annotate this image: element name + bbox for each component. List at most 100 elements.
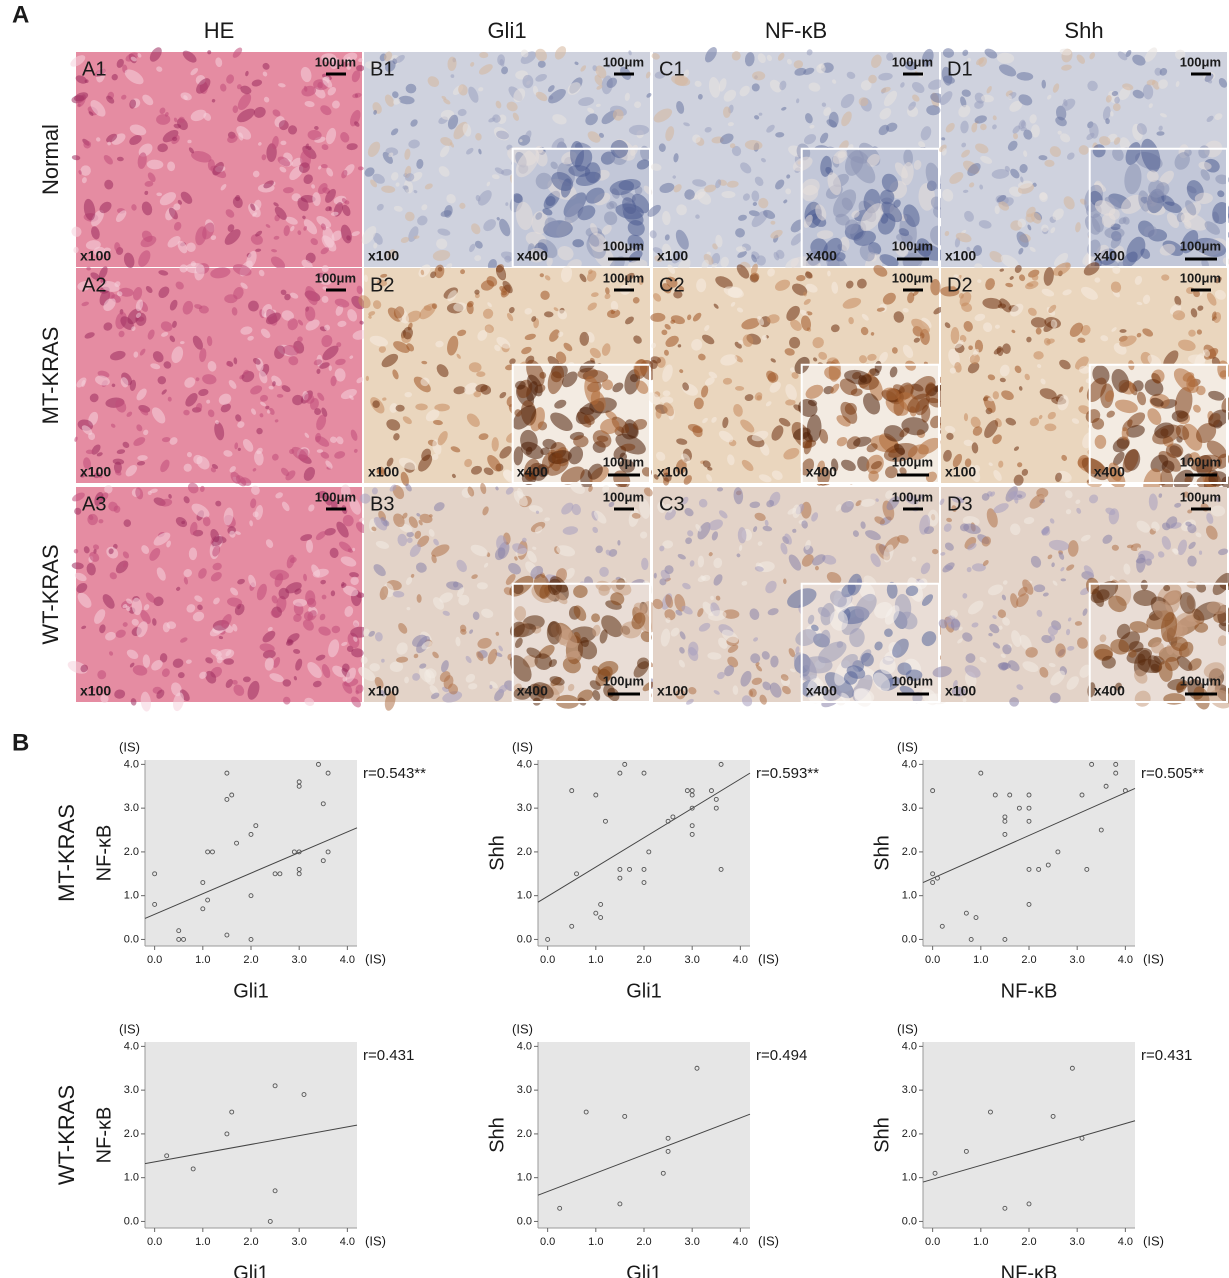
tissue-texture bbox=[421, 204, 428, 211]
tissue-texture bbox=[612, 240, 626, 251]
tissue-texture bbox=[673, 184, 682, 193]
tissue-texture bbox=[920, 126, 932, 141]
tissue-texture bbox=[1114, 96, 1120, 104]
tissue-texture bbox=[265, 224, 271, 228]
tissue-texture bbox=[226, 74, 235, 84]
tissue-texture bbox=[388, 152, 394, 158]
tissue-texture bbox=[575, 149, 593, 172]
tissue-texture bbox=[564, 203, 584, 224]
tissue-texture bbox=[1118, 217, 1127, 225]
magnification: x100 bbox=[368, 464, 399, 480]
row-label: WT-KRAS bbox=[38, 544, 63, 644]
tissue-texture bbox=[918, 141, 926, 148]
inset-scale-label: 100μm bbox=[892, 238, 933, 253]
tissue-texture bbox=[196, 78, 211, 94]
x-axis-label: Gli1 bbox=[233, 1262, 269, 1278]
tissue-texture bbox=[673, 153, 679, 163]
tissue-texture bbox=[391, 172, 399, 181]
tissue-texture bbox=[992, 124, 997, 130]
tissue-texture bbox=[980, 155, 993, 164]
tissue-texture bbox=[304, 432, 310, 438]
tissue-texture bbox=[941, 137, 946, 141]
correlation: r=0.431 bbox=[1141, 1047, 1192, 1064]
tissue-texture bbox=[606, 77, 618, 88]
tissue-texture bbox=[636, 159, 650, 170]
inset-border bbox=[511, 147, 651, 268]
tissue-texture bbox=[357, 166, 364, 171]
y-tick-label: 4.0 bbox=[902, 1040, 917, 1052]
tissue-texture bbox=[75, 75, 87, 84]
tissue-texture bbox=[370, 179, 378, 188]
tissue-texture bbox=[960, 120, 969, 134]
tissue-texture bbox=[1041, 79, 1046, 89]
tissue-texture bbox=[675, 229, 689, 250]
tissue-texture bbox=[1078, 145, 1089, 155]
tissue-texture bbox=[198, 388, 209, 397]
tissue-texture bbox=[984, 48, 998, 59]
tissue-texture bbox=[697, 93, 703, 100]
tissue-texture bbox=[352, 330, 368, 340]
tissue-texture bbox=[1110, 111, 1114, 117]
tissue-texture bbox=[1000, 254, 1019, 269]
tissue-texture bbox=[588, 233, 600, 247]
tissue-texture bbox=[981, 94, 994, 103]
tissue-texture bbox=[1148, 179, 1165, 198]
tissue-texture bbox=[321, 265, 329, 273]
tissue-texture bbox=[440, 137, 453, 146]
tissue-texture bbox=[314, 432, 321, 443]
tissue-texture bbox=[373, 109, 377, 115]
tissue-texture bbox=[1039, 192, 1048, 202]
tissue-texture bbox=[992, 115, 997, 121]
tissue-texture bbox=[1126, 236, 1146, 263]
tissue-texture bbox=[598, 132, 605, 138]
x-tick-label: 4.0 bbox=[733, 1236, 748, 1248]
tissue-texture bbox=[232, 47, 243, 58]
tissue-texture bbox=[325, 188, 336, 203]
tissue-texture bbox=[878, 72, 893, 81]
tissue-texture bbox=[955, 232, 972, 243]
tissue-texture bbox=[731, 51, 741, 61]
tissue-texture bbox=[766, 124, 775, 133]
x-tick-label: 1.0 bbox=[195, 954, 210, 966]
tissue-texture bbox=[744, 52, 755, 67]
tissue-texture bbox=[381, 185, 396, 193]
tissue-texture bbox=[167, 396, 172, 402]
tissue-texture bbox=[93, 246, 106, 256]
y-unit: (IS) bbox=[512, 739, 533, 754]
tissue-texture bbox=[157, 376, 167, 385]
tissue-texture bbox=[578, 97, 594, 107]
tissue-texture bbox=[542, 208, 553, 216]
tissue-texture bbox=[173, 221, 182, 231]
tissue-texture bbox=[85, 449, 94, 455]
tissue-texture bbox=[1124, 163, 1142, 195]
tissue-texture bbox=[329, 436, 337, 443]
tissue-texture bbox=[131, 204, 137, 211]
tissue-texture bbox=[962, 49, 969, 57]
tissue-texture bbox=[896, 233, 913, 243]
tissue-texture bbox=[958, 104, 971, 118]
tissue-texture bbox=[1102, 106, 1111, 121]
tissue-texture bbox=[83, 140, 92, 149]
tissue-texture bbox=[737, 250, 747, 258]
tissue-texture bbox=[273, 235, 280, 240]
tissue-texture bbox=[606, 63, 612, 68]
y-tick-label: 3.0 bbox=[124, 1084, 139, 1096]
y-tick-label: 3.0 bbox=[517, 1084, 532, 1096]
tissue-texture bbox=[342, 204, 351, 217]
x-tick-label: 0.0 bbox=[540, 954, 555, 966]
tissue-texture bbox=[1112, 103, 1121, 112]
tissue-texture bbox=[547, 85, 555, 93]
x-tick-label: 1.0 bbox=[588, 954, 603, 966]
tissue-texture bbox=[1164, 656, 1180, 671]
tissue-texture bbox=[837, 151, 846, 159]
tissue-texture bbox=[1020, 120, 1027, 129]
correlation: r=0.543** bbox=[363, 765, 426, 782]
tissue-texture bbox=[162, 130, 179, 143]
tissue-texture bbox=[794, 67, 807, 76]
tissue-texture bbox=[816, 230, 834, 240]
tissue-texture bbox=[136, 388, 147, 401]
correlation: r=0.593** bbox=[756, 765, 819, 782]
tissue-texture bbox=[325, 127, 337, 145]
tissue-texture bbox=[1038, 155, 1048, 161]
tissue-texture bbox=[177, 199, 183, 205]
